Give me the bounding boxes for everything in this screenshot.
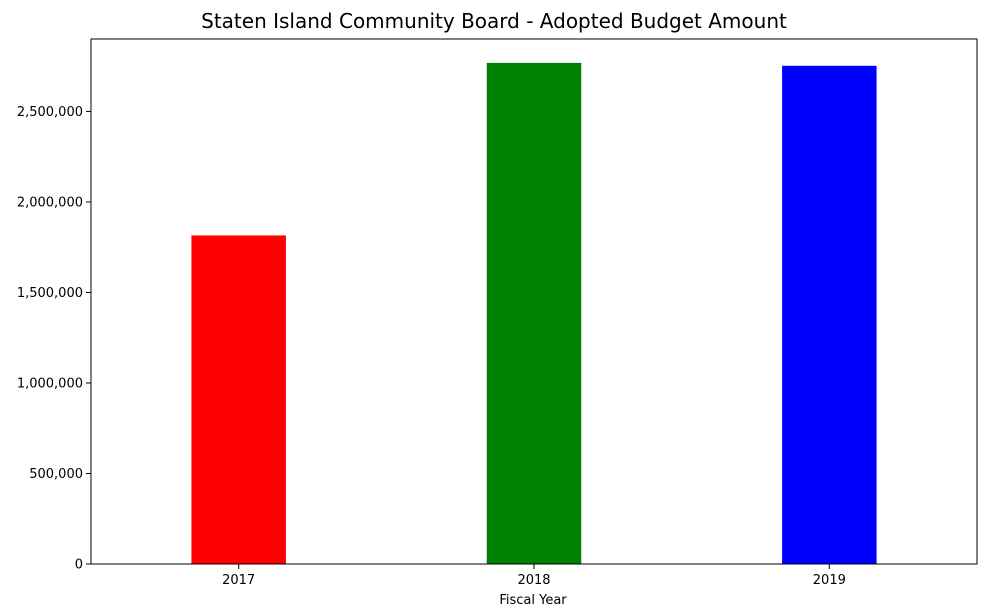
- y-tick-label: 1,000,000: [17, 376, 83, 391]
- y-tick-label: 1,500,000: [17, 286, 83, 301]
- x-tick-label: 2019: [813, 573, 846, 588]
- x-tick-label: 2017: [222, 573, 255, 588]
- bar-2019: [782, 65, 877, 565]
- bar-2017: [191, 235, 286, 564]
- x-tick-label: 2018: [517, 573, 550, 588]
- y-tick-label: 2,500,000: [17, 105, 83, 120]
- bar-2018: [486, 62, 582, 565]
- chart-title: Staten Island Community Board - Adopted …: [201, 9, 787, 33]
- y-tick-label: 500,000: [29, 467, 83, 482]
- plot-area: 0 500,000 1,000,000 1,500,000 2,000,000 2,500…: [17, 38, 978, 588]
- y-tick-label: 0: [75, 558, 83, 573]
- y-tick-label: 2,000,000: [17, 195, 83, 210]
- x-axis-label: Fiscal Year: [499, 593, 567, 608]
